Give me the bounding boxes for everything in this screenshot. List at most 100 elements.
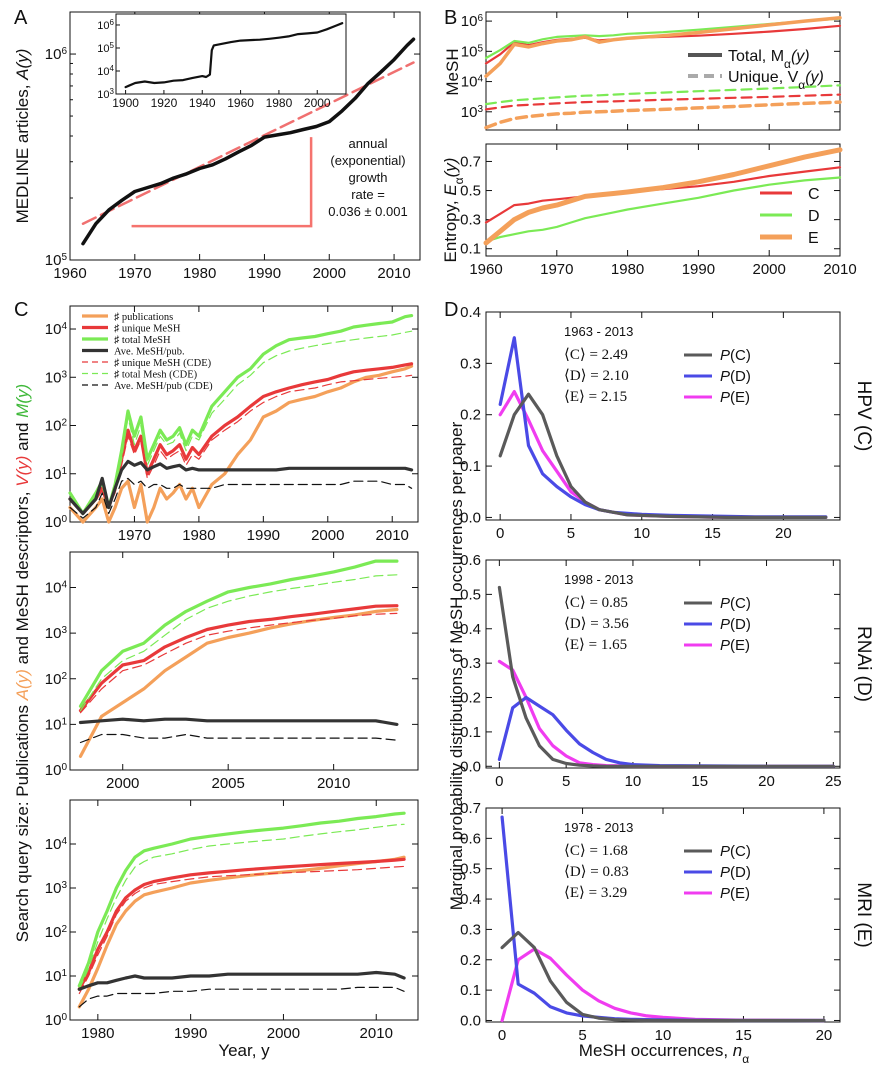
series-total-mesh: [77, 811, 406, 988]
x-tick-label: 2000: [106, 775, 139, 792]
panel-c-legend-label: Ave. MeSH/pub (CDE): [114, 381, 213, 392]
panel-d-frame-3: [485, 807, 841, 1023]
inset-y-tick-label: 103: [97, 87, 114, 102]
x-tick-label: 10: [633, 525, 650, 542]
series-total-mesh: [78, 559, 399, 708]
inset-x-tick-label: 1920: [151, 96, 178, 110]
x-tick-label: 15: [735, 1027, 752, 1044]
panel-b-bottom-ylabel: Entropy, Eα(y): [441, 158, 466, 263]
panel-letter-c: C: [14, 299, 28, 321]
panel-d-ylabel: Marginal probability distributions of Me…: [447, 421, 466, 910]
y-tick-label: 104: [461, 73, 484, 91]
y-tick-label: 0.7: [460, 800, 481, 817]
y-tick-label: 0.1: [460, 458, 481, 475]
x-tick-label: 25: [825, 773, 842, 790]
panel-d-legend-label: P(D): [720, 368, 751, 385]
fit-line-dashed: [81, 61, 415, 225]
panel-d-side-title: MRI (E): [853, 882, 872, 947]
series-total-mesh: [68, 314, 414, 516]
x-tick-label: 2010: [823, 261, 856, 278]
panel-d-side-title: RNAi (D): [853, 626, 872, 702]
x-tick-label: 1990: [682, 261, 715, 278]
series-publications: [77, 855, 406, 1009]
mean-label: ⟨D⟩ = 0.83: [564, 864, 629, 880]
x-tick-label: 20: [758, 773, 775, 790]
series-unique-mesh: [78, 604, 399, 713]
y-tick-label: 106: [461, 13, 484, 31]
panel-c-legend-label: ♯ total Mesh (CDE): [114, 370, 198, 381]
x-tick-label: 5: [578, 1027, 586, 1044]
x-tick-label: 1970: [118, 265, 151, 282]
mean-label: ⟨E⟩ = 3.29: [564, 885, 627, 901]
x-tick-label: 10: [655, 1027, 672, 1044]
inset-x-tick-label: 1900: [112, 96, 139, 110]
panel-d-legend-label: P(C): [720, 595, 751, 612]
panel-c-legend-label: ♯ unique MeSH (CDE): [114, 358, 212, 369]
x-tick-label: 2000: [753, 261, 786, 278]
series-unique-mesh-cde: [79, 612, 398, 714]
panel-d-xlabel: MeSH occurrences, nα: [579, 1041, 749, 1066]
series-e-unique: [484, 100, 842, 130]
x-tick-label: 1970: [118, 527, 151, 544]
panel-d-legend-label: P(E): [720, 885, 750, 902]
x-tick-label: 2010: [317, 775, 350, 792]
panel-b-top-ylabel: MeSH: [443, 48, 462, 95]
panel-d-side-title: HPV (C): [853, 381, 872, 452]
x-tick-label: 20: [816, 1027, 833, 1044]
mean-label: ⟨D⟩ = 2.10: [564, 368, 629, 384]
panel-c-frame-2: [69, 551, 419, 771]
y-tick-label: 104: [45, 579, 68, 597]
period-label: 1998 - 2013: [564, 572, 633, 587]
y-tick-label: 103: [461, 103, 484, 121]
inset-x-tick-label: 1980: [266, 96, 293, 110]
x-tick-label: 2010: [376, 527, 409, 544]
y-tick-label: 105: [461, 43, 484, 61]
x-tick-label: 1980: [182, 527, 215, 544]
x-tick-label: 2010: [360, 1025, 393, 1042]
panel-d-legend-label: P(C): [720, 347, 751, 364]
series-ave-mesh-pub: [77, 970, 406, 991]
x-tick-label: 15: [704, 525, 721, 542]
y-tick-label: 0.5: [460, 861, 481, 878]
x-tick-label: 2000: [267, 1025, 300, 1042]
series-unique-mesh-cde: [69, 374, 413, 515]
inset-y-tick-label: 105: [97, 40, 114, 55]
panel-c-xlabel: Year, y: [218, 1041, 270, 1060]
series-p-c: [498, 392, 828, 520]
series-ave-mesh-pub: [68, 459, 414, 516]
mean-label: ⟨D⟩ = 3.56: [564, 616, 629, 632]
x-tick-label: 1980: [611, 261, 644, 278]
y-tick-label: 100: [45, 1012, 68, 1030]
series-p-c: [500, 930, 826, 1023]
legend-unique-label: Unique, Vα(y): [728, 69, 824, 92]
x-tick-label: 1960: [53, 265, 86, 282]
mean-label: ⟨E⟩ = 1.65: [564, 637, 627, 653]
inset-x-tick-label: 1960: [227, 96, 254, 110]
x-tick-label: 2000: [313, 265, 346, 282]
x-tick-label: 2005: [211, 775, 244, 792]
panel-b-bottom-frame: [485, 143, 841, 257]
period-label: 1963 - 2013: [564, 324, 633, 339]
panel-d-frame-1: [485, 311, 841, 521]
y-tick-label: 0.2: [460, 407, 481, 424]
x-tick-label: 5: [567, 525, 575, 542]
entropy-legend-label: C: [808, 186, 820, 203]
legend-total-label: Total, Mα(y): [728, 48, 810, 71]
y-tick-label: 0.0: [460, 1012, 481, 1029]
inset-y-tick-label: 106: [97, 17, 114, 32]
inset-x-tick-label: 2000: [304, 96, 331, 110]
y-tick-label: 103: [45, 625, 68, 643]
series-ave-mesh-pub-cde: [69, 477, 413, 519]
medline-articles-line: [81, 37, 416, 246]
y-tick-label: 103: [45, 880, 68, 898]
x-tick-label: 1960: [469, 261, 502, 278]
series-p-e: [500, 947, 826, 1023]
y-tick-label: 0.4: [460, 304, 481, 321]
y-tick-label: 0.0: [460, 758, 481, 775]
series-d-unique: [484, 84, 842, 106]
y-tick-label: 0.3: [460, 212, 481, 229]
x-tick-label: 0: [496, 525, 504, 542]
inset-x-tick-label: 1940: [189, 96, 216, 110]
panel-letter-d: D: [444, 299, 458, 321]
